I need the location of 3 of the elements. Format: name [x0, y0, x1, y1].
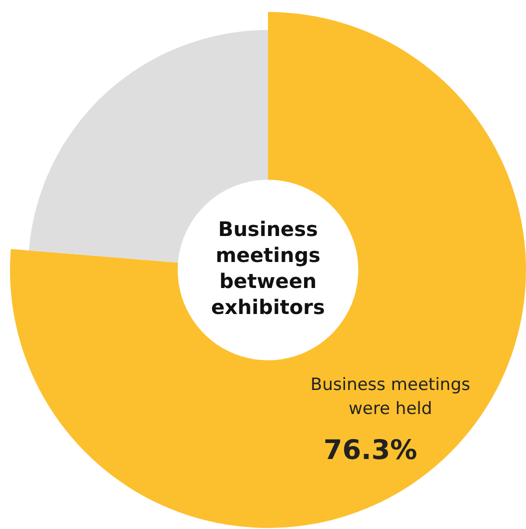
data-label: 76.3%: [324, 434, 418, 466]
text: Business meetings between exhibitors: [211, 217, 325, 320]
slice-label: Business meetings were held: [310, 375, 470, 420]
